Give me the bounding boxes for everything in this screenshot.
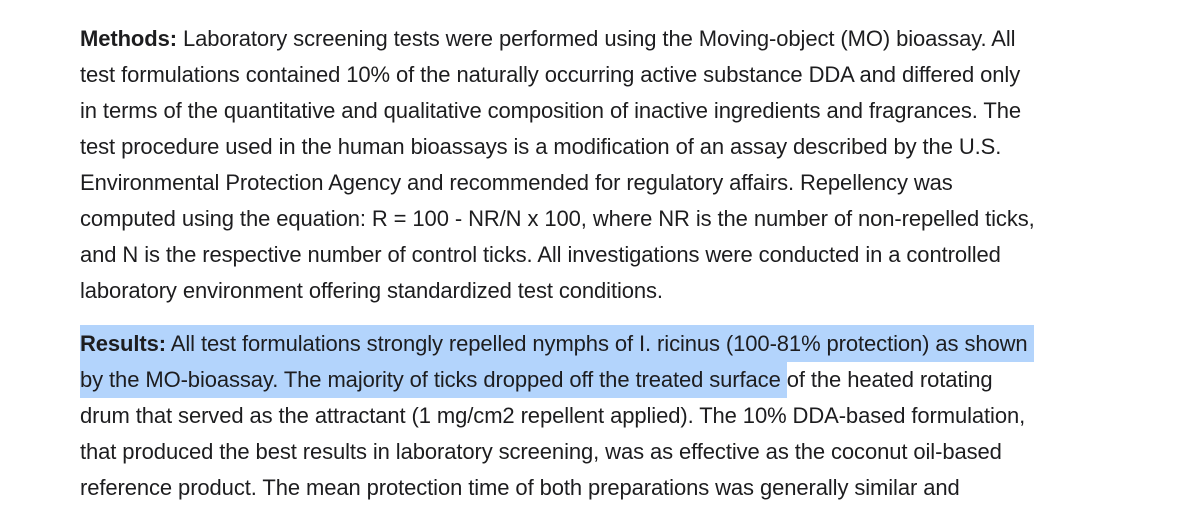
paragraph-results: Results: All test formulations strongly …: [80, 325, 1170, 506]
selected-text: All test formulations strongly repelled …: [166, 325, 1034, 362]
text-segment: Methods:: [80, 26, 177, 51]
text-segment: in terms of the quantitative and qualita…: [80, 98, 1022, 123]
text-line: test procedure used in the human bioassa…: [80, 129, 1170, 165]
text-line: by the MO-bioassay. The majority of tick…: [80, 361, 1170, 398]
text-line: and N is the respective number of contro…: [80, 237, 1170, 273]
paragraph-methods: Methods: Laboratory screening tests were…: [80, 21, 1170, 309]
text-segment: reference product. The mean protection t…: [80, 475, 960, 500]
text-line: Results: All test formulations strongly …: [80, 325, 1170, 362]
text-line: computed using the equation: R = 100 - N…: [80, 201, 1170, 237]
text-segment: drum that served as the attractant (1 mg…: [80, 403, 1026, 428]
text-line: laboratory environment offering standard…: [80, 273, 1170, 309]
text-line: Methods: Laboratory screening tests were…: [80, 21, 1170, 57]
text-line: that produced the best results in labora…: [80, 434, 1170, 470]
text-segment: computed using the equation: R = 100 - N…: [80, 206, 1035, 231]
text-segment: laboratory environment offering standard…: [80, 278, 663, 303]
text-segment: Laboratory screening tests were performe…: [176, 26, 1016, 51]
text-segment: that produced the best results in labora…: [80, 439, 1002, 464]
text-segment: Environmental Protection Agency and reco…: [80, 170, 953, 195]
text-segment: of the heated rotating: [786, 367, 993, 392]
text-segment: test procedure used in the human bioassa…: [80, 134, 1002, 159]
text-segment: test formulations contained 10% of the n…: [80, 62, 1021, 87]
text-line: drum that served as the attractant (1 mg…: [80, 398, 1170, 434]
text-segment: and N is the respective number of contro…: [80, 242, 1001, 267]
text-line: Environmental Protection Agency and reco…: [80, 165, 1170, 201]
selected-text: Results:: [80, 325, 166, 362]
text-line: test formulations contained 10% of the n…: [80, 57, 1170, 93]
selected-text: by the MO-bioassay. The majority of tick…: [80, 361, 787, 398]
text-line: in terms of the quantitative and qualita…: [80, 93, 1170, 129]
text-line: reference product. The mean protection t…: [80, 470, 1170, 506]
